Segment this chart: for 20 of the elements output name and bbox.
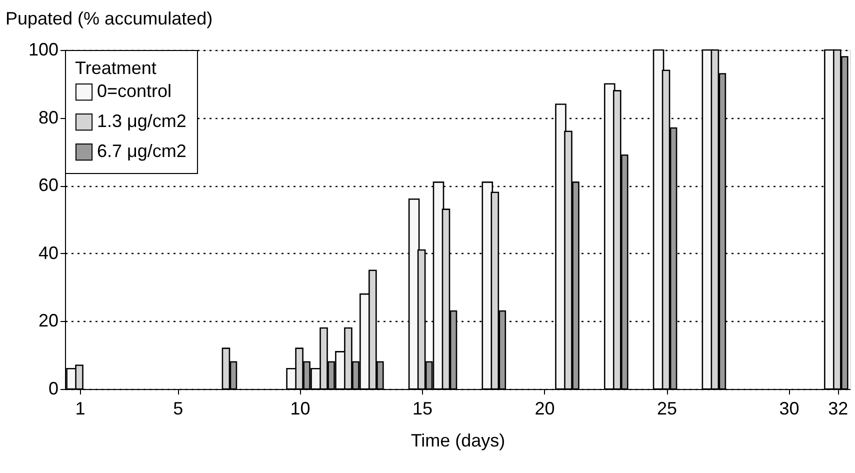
y-tick-label: 40 [38, 242, 58, 263]
x-tick-label: 1 [75, 398, 86, 418]
x-tick-label: 20 [534, 398, 555, 418]
x-axis-title: Time (days) [410, 430, 506, 450]
y-tick-label: 80 [38, 107, 58, 128]
y-tick-label: 20 [38, 310, 58, 331]
legend-label: 0=control [97, 81, 172, 101]
y-tick-label: 100 [28, 40, 58, 60]
x-tick-label: 32 [828, 398, 848, 418]
x-tick-label: 10 [290, 398, 310, 418]
legend-title: Treatment [75, 58, 156, 78]
x-tick-label: 5 [173, 398, 184, 418]
x-tick-label: 15 [412, 398, 433, 418]
y-tick-label: 60 [38, 175, 58, 196]
y-axis-title: Pupated (% accumulated) [6, 8, 213, 28]
x-tick-label: 30 [779, 398, 800, 418]
legend-label: 6.7 μg/cm2 [97, 141, 186, 161]
x-tick-label: 25 [657, 398, 678, 418]
y-tick-label: 0 [48, 378, 58, 398]
legend-label: 1.3 μg/cm2 [97, 111, 186, 131]
